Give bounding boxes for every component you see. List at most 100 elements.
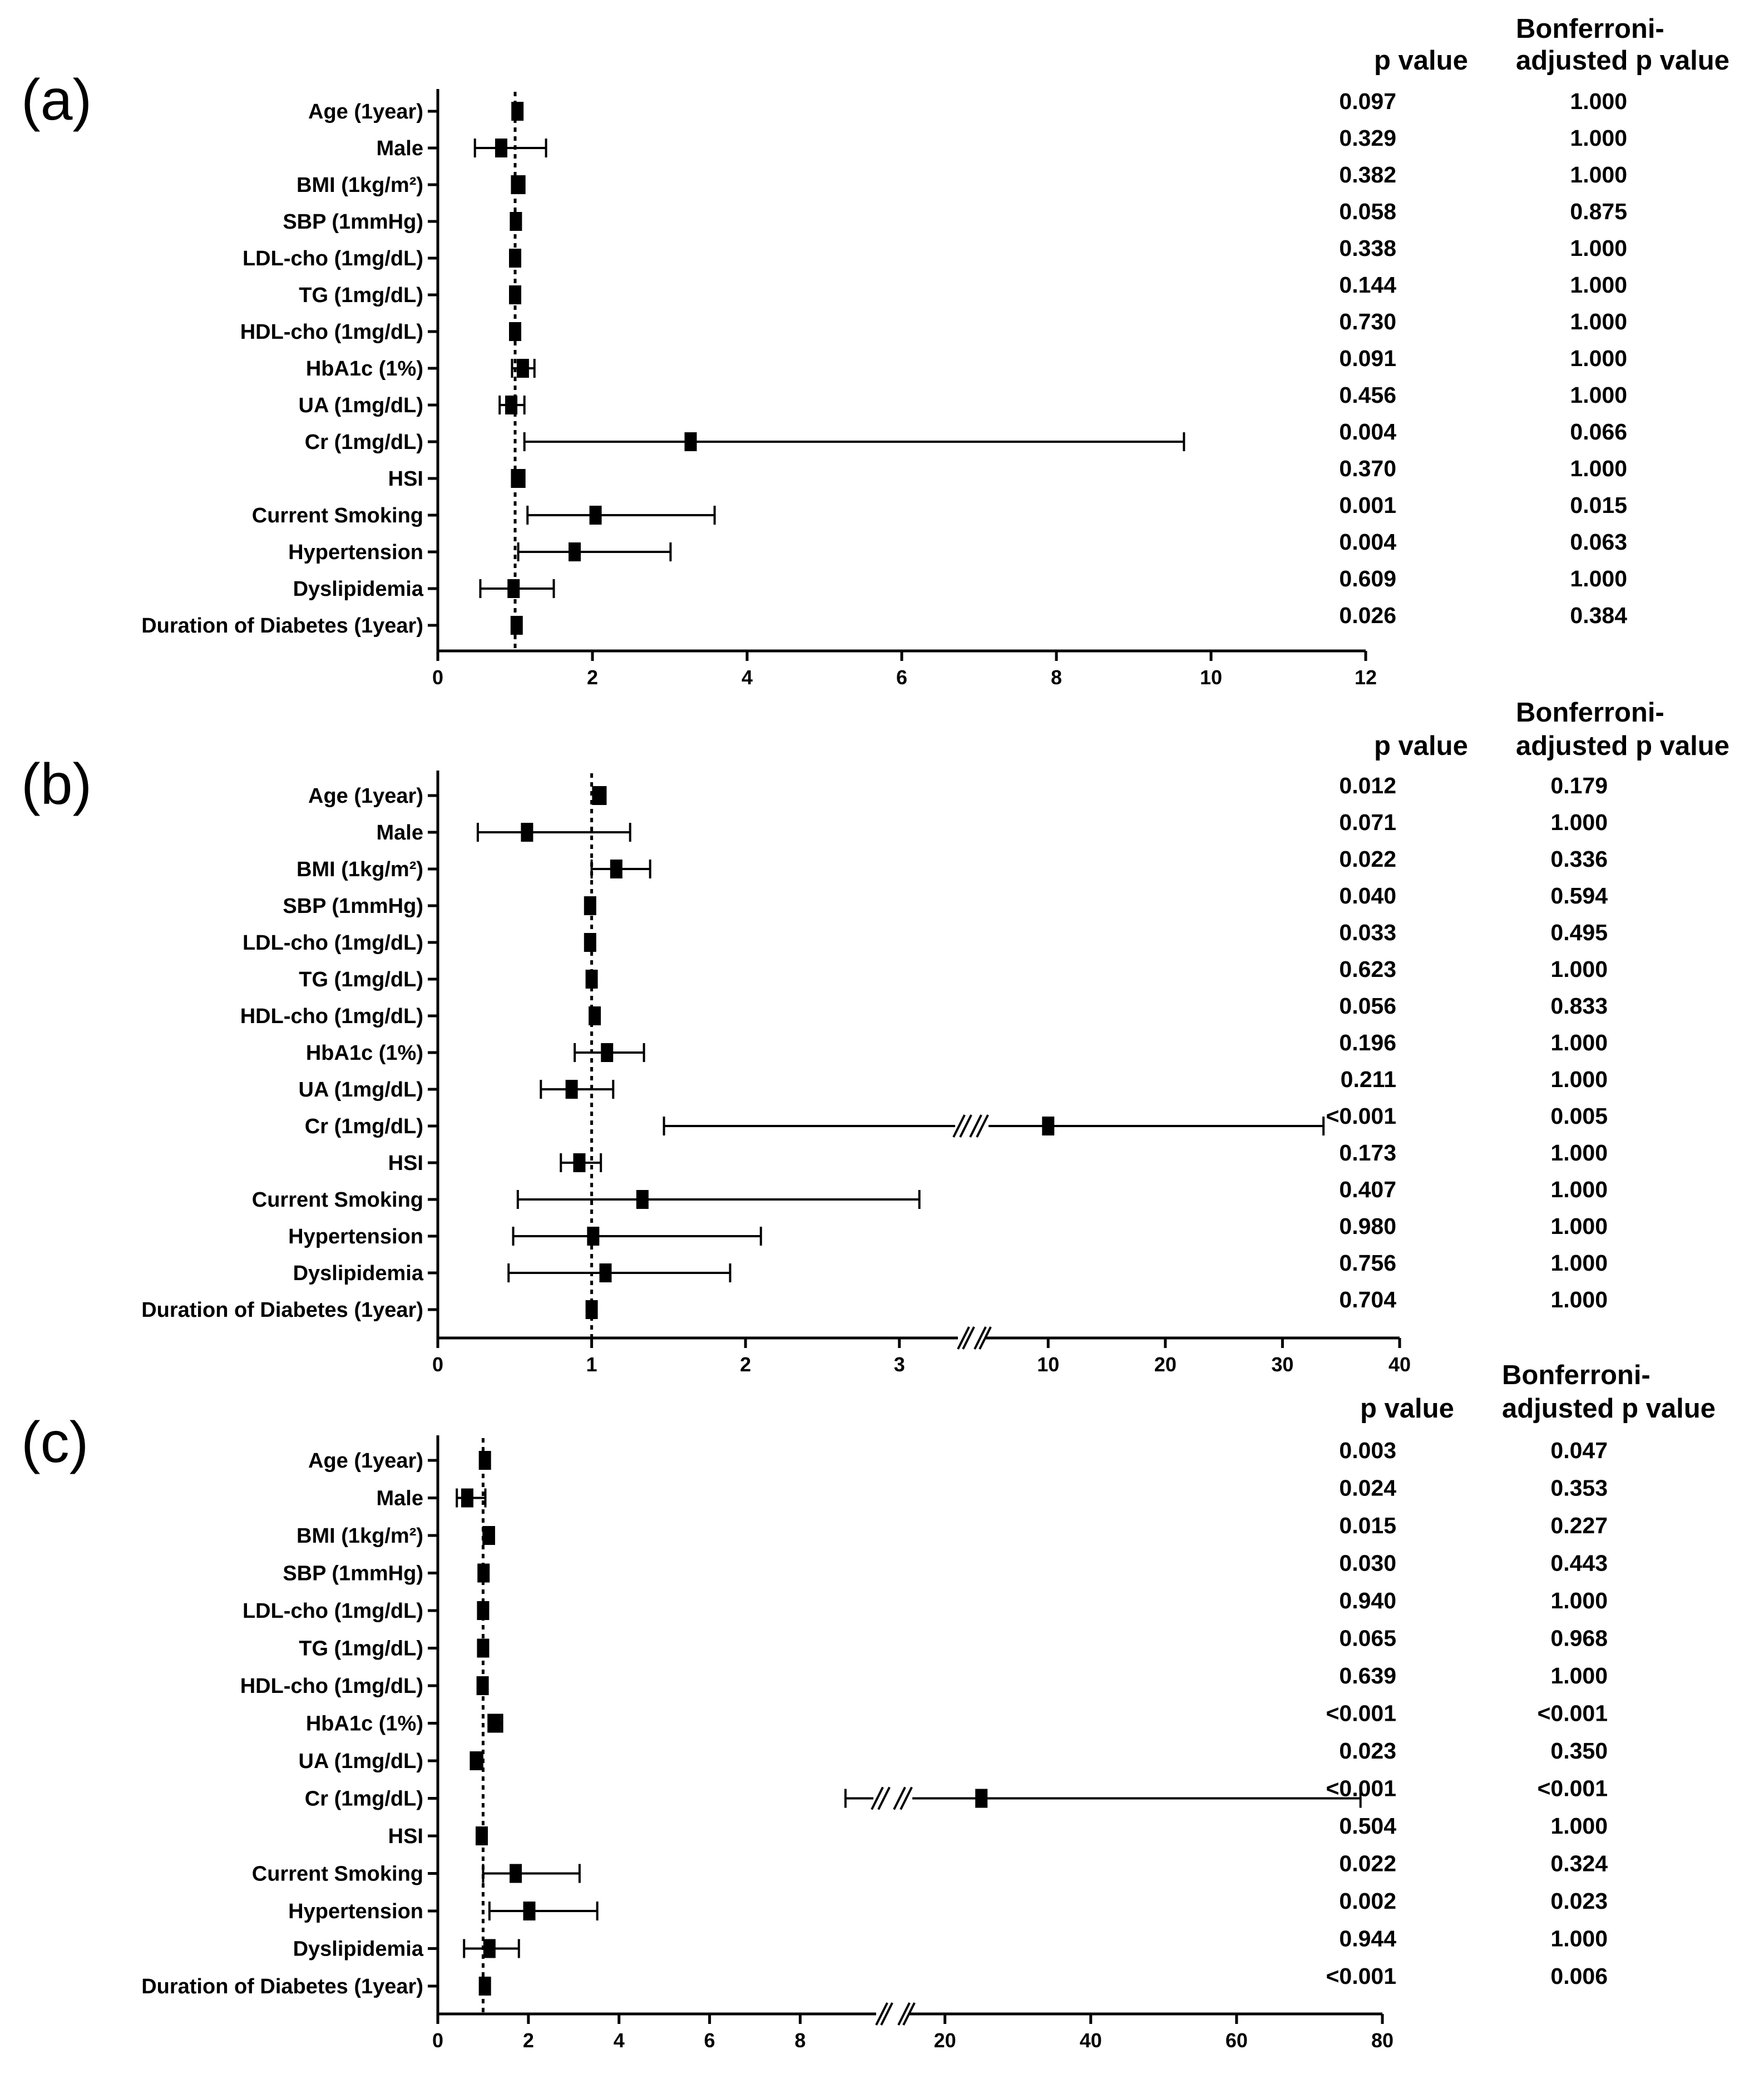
row-label: BMI (1kg/m²): [297, 1524, 423, 1548]
ci-break-mark: [871, 1786, 884, 1810]
x-tick-label: 2: [740, 1353, 751, 1376]
p-value: 0.024: [1339, 1475, 1396, 1501]
row-label: Age (1year): [308, 100, 423, 124]
adjusted-p-value: 0.015: [1570, 492, 1627, 518]
panel-c-plot: 0 2 4 6 8 20 40 60 80 Age (1year) 0.003 0.047 Male 0.…: [141, 1435, 1608, 2052]
row-label: Dyslipidemia: [293, 1938, 424, 1961]
row-label: Age (1year): [308, 784, 423, 808]
axis-break-mark: [880, 2002, 893, 2026]
row-label: Duration of Diabetes (1year): [141, 1298, 423, 1322]
adjusted-p-value: 1.000: [1550, 1926, 1608, 1952]
adjusted-p-value: 1.000: [1570, 88, 1627, 114]
point-estimate: [477, 1601, 490, 1620]
adjusted-p-value: 0.875: [1570, 199, 1627, 224]
point-estimate: [601, 1043, 614, 1062]
row-label: UA (1mg/dL): [299, 394, 423, 417]
panel-c-adj-header-line1: Bonferroni-: [1502, 1360, 1651, 1390]
row-label: LDL-cho (1mg/dL): [243, 1599, 423, 1623]
adjusted-p-value: 1.000: [1570, 162, 1627, 187]
ci-break-mark: [969, 1114, 982, 1138]
adjusted-p-value: 0.833: [1550, 993, 1608, 1019]
axis-break-mark: [875, 2002, 888, 2026]
adjusted-p-value: 1.000: [1550, 956, 1608, 982]
panel-a: (a) p value Bonferroni- adjusted p value…: [21, 14, 1730, 689]
x-tick-label: 1: [586, 1353, 597, 1376]
row-label: Cr (1mg/dL): [305, 431, 423, 454]
x-tick-label: 20: [934, 2029, 956, 2052]
row-label: SBP (1mmHg): [283, 895, 423, 918]
p-value: 0.030: [1339, 1550, 1396, 1576]
row-label: HDL-cho (1mg/dL): [240, 320, 423, 344]
p-value: 0.382: [1339, 162, 1396, 187]
point-estimate: [610, 860, 622, 878]
adjusted-p-value: 0.063: [1570, 529, 1627, 555]
adjusted-p-value: 1.000: [1570, 272, 1627, 298]
x-tick-label: 0: [432, 2029, 443, 2052]
adjusted-p-value: 0.968: [1550, 1626, 1608, 1651]
row-label: HDL-cho (1mg/dL): [240, 1675, 423, 1698]
p-value: 0.639: [1339, 1663, 1396, 1688]
row-label: Male: [377, 1487, 423, 1510]
p-value: 0.756: [1339, 1250, 1396, 1276]
point-estimate: [510, 212, 522, 231]
p-value: 0.033: [1339, 920, 1396, 945]
row-label: LDL-cho (1mg/dL): [243, 931, 423, 955]
point-estimate: [584, 896, 596, 915]
row-label: TG (1mg/dL): [299, 1637, 423, 1661]
point-estimate: [511, 175, 524, 194]
point-estimate: [510, 616, 523, 635]
point-estimate: [505, 396, 518, 414]
row-label: UA (1mg/dL): [299, 1750, 423, 1773]
panel-c-p-value-header: p value: [1360, 1394, 1454, 1424]
row-label: BMI (1kg/m²): [297, 174, 423, 197]
point-estimate: [584, 933, 596, 952]
p-value: 0.065: [1339, 1626, 1396, 1651]
p-value: 0.609: [1339, 566, 1396, 591]
x-tick-label: 80: [1371, 2029, 1394, 2052]
p-value: 0.004: [1339, 419, 1396, 445]
point-estimate: [477, 1638, 490, 1658]
row-label: HbA1c (1%): [306, 1712, 423, 1736]
x-tick-label: 20: [1154, 1353, 1177, 1376]
adjusted-p-value: 1.000: [1550, 1663, 1608, 1688]
p-value: 0.002: [1339, 1888, 1396, 1914]
p-value: 0.329: [1339, 125, 1396, 151]
row-label: HbA1c (1%): [306, 1041, 423, 1065]
point-estimate: [1042, 1117, 1055, 1135]
adjusted-p-value: 1.000: [1570, 456, 1627, 481]
ci-break-mark: [959, 1114, 972, 1138]
point-estimate: [585, 970, 598, 989]
point-estimate: [510, 1864, 522, 1883]
adjusted-p-value: 0.066: [1570, 419, 1627, 445]
x-tick-label: 4: [742, 666, 753, 689]
row-label: BMI (1kg/m²): [297, 858, 423, 881]
row-label: SBP (1mmHg): [283, 1562, 423, 1586]
adjusted-p-value: 0.227: [1550, 1513, 1608, 1538]
axis-break-mark: [902, 2002, 916, 2026]
ci-break-mark: [976, 1114, 989, 1138]
adjusted-p-value: 0.594: [1550, 883, 1608, 908]
adjusted-p-value: 0.006: [1550, 1963, 1608, 1989]
adjusted-p-value: 0.179: [1550, 773, 1608, 798]
row-label: Cr (1mg/dL): [305, 1787, 423, 1811]
adjusted-p-value: 1.000: [1570, 235, 1627, 261]
x-tick-label: 12: [1355, 666, 1377, 689]
adjusted-p-value: <0.001: [1537, 1701, 1608, 1726]
p-value: 0.023: [1339, 1738, 1396, 1764]
p-value: 0.004: [1339, 529, 1396, 555]
p-value: 0.623: [1339, 956, 1396, 982]
row-label: Male: [377, 137, 423, 160]
panel-b-adj-header-line1: Bonferroni-: [1516, 698, 1664, 728]
row-label: Duration of Diabetes (1year): [141, 1975, 423, 1998]
row-label: Hypertension: [288, 1900, 423, 1923]
adjusted-p-value: 1.000: [1550, 1213, 1608, 1239]
row-label: HDL-cho (1mg/dL): [240, 1005, 423, 1028]
row-label: Duration of Diabetes (1year): [141, 614, 423, 638]
point-estimate: [509, 249, 521, 268]
adjusted-p-value: <0.001: [1537, 1776, 1608, 1801]
point-estimate: [478, 1451, 491, 1470]
x-tick-label: 8: [1051, 666, 1062, 689]
panel-c-label: (c): [21, 1410, 88, 1475]
adjusted-p-value: 1.000: [1550, 1066, 1608, 1092]
